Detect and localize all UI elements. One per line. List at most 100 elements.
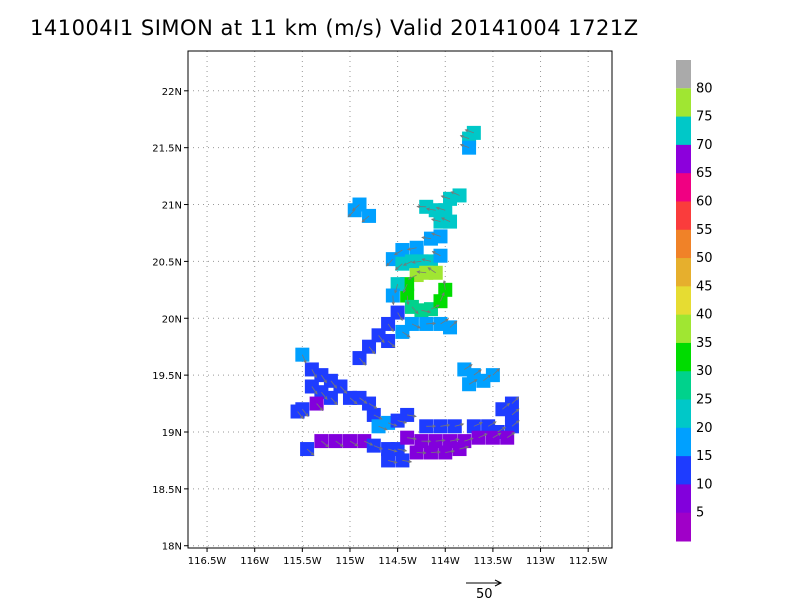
colorbar-swatch bbox=[676, 371, 691, 401]
wind-vector bbox=[373, 445, 384, 450]
colorbar-swatch bbox=[676, 201, 691, 231]
wind-vector bbox=[468, 379, 478, 385]
colorbar-label: 25 bbox=[696, 393, 713, 408]
wind-vector bbox=[421, 236, 432, 240]
wind-vector bbox=[387, 323, 394, 333]
wind-vector bbox=[394, 263, 403, 271]
wind-vector bbox=[416, 451, 427, 455]
colorbar-label: 55 bbox=[696, 223, 713, 238]
wind-vector bbox=[427, 267, 436, 274]
x-tick-label: 112.5W bbox=[569, 556, 608, 567]
wind-vector bbox=[302, 409, 309, 418]
wind-vector bbox=[431, 232, 441, 237]
y-tick-label: 22N bbox=[162, 87, 182, 98]
wind-vector bbox=[397, 312, 403, 322]
colorbar-swatch bbox=[676, 399, 691, 429]
wind-vector bbox=[431, 251, 441, 257]
wind-vector bbox=[450, 191, 460, 196]
y-tick-label: 19N bbox=[162, 428, 182, 439]
wind-vector bbox=[364, 440, 374, 446]
y-tick-label: 20.5N bbox=[152, 257, 182, 268]
wind-vector bbox=[454, 422, 465, 427]
wind-vector bbox=[347, 209, 356, 218]
wind-vector bbox=[402, 261, 413, 266]
wind-vector bbox=[430, 304, 440, 310]
wind-vector bbox=[511, 408, 520, 416]
wind-vector bbox=[397, 448, 408, 452]
wind-vector bbox=[387, 448, 398, 453]
wind-vector bbox=[464, 129, 474, 134]
wind-vector bbox=[426, 424, 437, 428]
wind-vector bbox=[407, 274, 417, 280]
colorbar-swatch bbox=[676, 258, 691, 287]
wind-vector bbox=[387, 460, 398, 464]
wind-vector bbox=[387, 340, 396, 348]
wind-vector bbox=[459, 134, 470, 139]
wind-vector bbox=[330, 380, 338, 389]
wind-vector bbox=[301, 354, 307, 364]
colorbar-label: 40 bbox=[696, 308, 713, 323]
wind-vector bbox=[435, 438, 446, 443]
y-tick-label: 21N bbox=[162, 201, 182, 212]
y-tick-label: 21.5N bbox=[152, 144, 182, 155]
wind-vector bbox=[386, 258, 394, 267]
wind-vector bbox=[321, 440, 330, 448]
wind-vector bbox=[449, 320, 458, 328]
wind-vector bbox=[421, 258, 432, 262]
wind-vector bbox=[478, 433, 488, 439]
colorbar-swatch bbox=[676, 229, 691, 259]
wind-vector bbox=[397, 420, 408, 424]
wind-vector bbox=[445, 449, 456, 454]
wind-vector bbox=[492, 368, 500, 376]
x-tick-label: 113.5W bbox=[474, 556, 513, 567]
wind-vector bbox=[359, 397, 368, 404]
colorbar-label: 60 bbox=[696, 194, 713, 209]
wind-vector bbox=[393, 249, 403, 256]
wind-vector bbox=[487, 421, 497, 427]
colorbar-swatch-top bbox=[676, 60, 691, 89]
wind-vector bbox=[511, 420, 520, 427]
plot-border bbox=[187, 50, 613, 549]
x-tick-label: 116.5W bbox=[188, 556, 227, 567]
colorbar-swatch bbox=[676, 314, 691, 344]
wind-vector bbox=[440, 318, 449, 325]
wind-vector bbox=[311, 386, 318, 395]
colorbar-swatch bbox=[676, 484, 691, 514]
wind-vector bbox=[511, 396, 520, 404]
wind-vector bbox=[352, 204, 360, 212]
wind-vector bbox=[402, 331, 411, 338]
grid-lines bbox=[188, 51, 612, 548]
wind-vector bbox=[394, 284, 399, 294]
reference-vector: 50 bbox=[466, 579, 503, 600]
wind-vector bbox=[321, 391, 328, 400]
colorbar-swatch bbox=[676, 512, 691, 542]
wind-vector bbox=[368, 346, 376, 355]
x-axis-ticks: 116.5W 116W 115.5W 115W 114.5W 114W 113.5W 113W… bbox=[188, 548, 608, 567]
wind-vector bbox=[349, 397, 358, 405]
plot-background bbox=[188, 51, 612, 548]
wind-vector bbox=[440, 423, 451, 428]
colorbar-label: 75 bbox=[696, 110, 713, 125]
colorbar-label: 5 bbox=[696, 506, 704, 521]
colorbar-swatch bbox=[676, 144, 691, 174]
colorbar-swatch bbox=[676, 88, 691, 118]
colorbar-swatch bbox=[676, 116, 691, 146]
colorbar-swatch bbox=[676, 173, 691, 202]
wind-vector bbox=[330, 397, 338, 406]
wind-vector bbox=[361, 215, 370, 223]
y-tick-label: 19.5N bbox=[152, 371, 182, 382]
wind-vector bbox=[297, 411, 304, 420]
wind-vector bbox=[321, 374, 327, 384]
x-tick-label: 114W bbox=[431, 556, 460, 567]
reference-arrow-head bbox=[494, 579, 503, 587]
wind-vector bbox=[416, 204, 427, 209]
wind-vector bbox=[402, 283, 408, 294]
colorbar-swatch bbox=[676, 456, 691, 485]
colorbar-label: 35 bbox=[696, 336, 713, 351]
wind-vector bbox=[311, 369, 317, 379]
colorbar-label: 20 bbox=[696, 421, 713, 436]
wind-vector bbox=[340, 386, 348, 394]
chart-title: 141004I1 SIMON at 11 km (m/s) Valid 2014… bbox=[30, 16, 639, 40]
wind-vector bbox=[440, 195, 451, 200]
wind-vector bbox=[373, 414, 383, 420]
